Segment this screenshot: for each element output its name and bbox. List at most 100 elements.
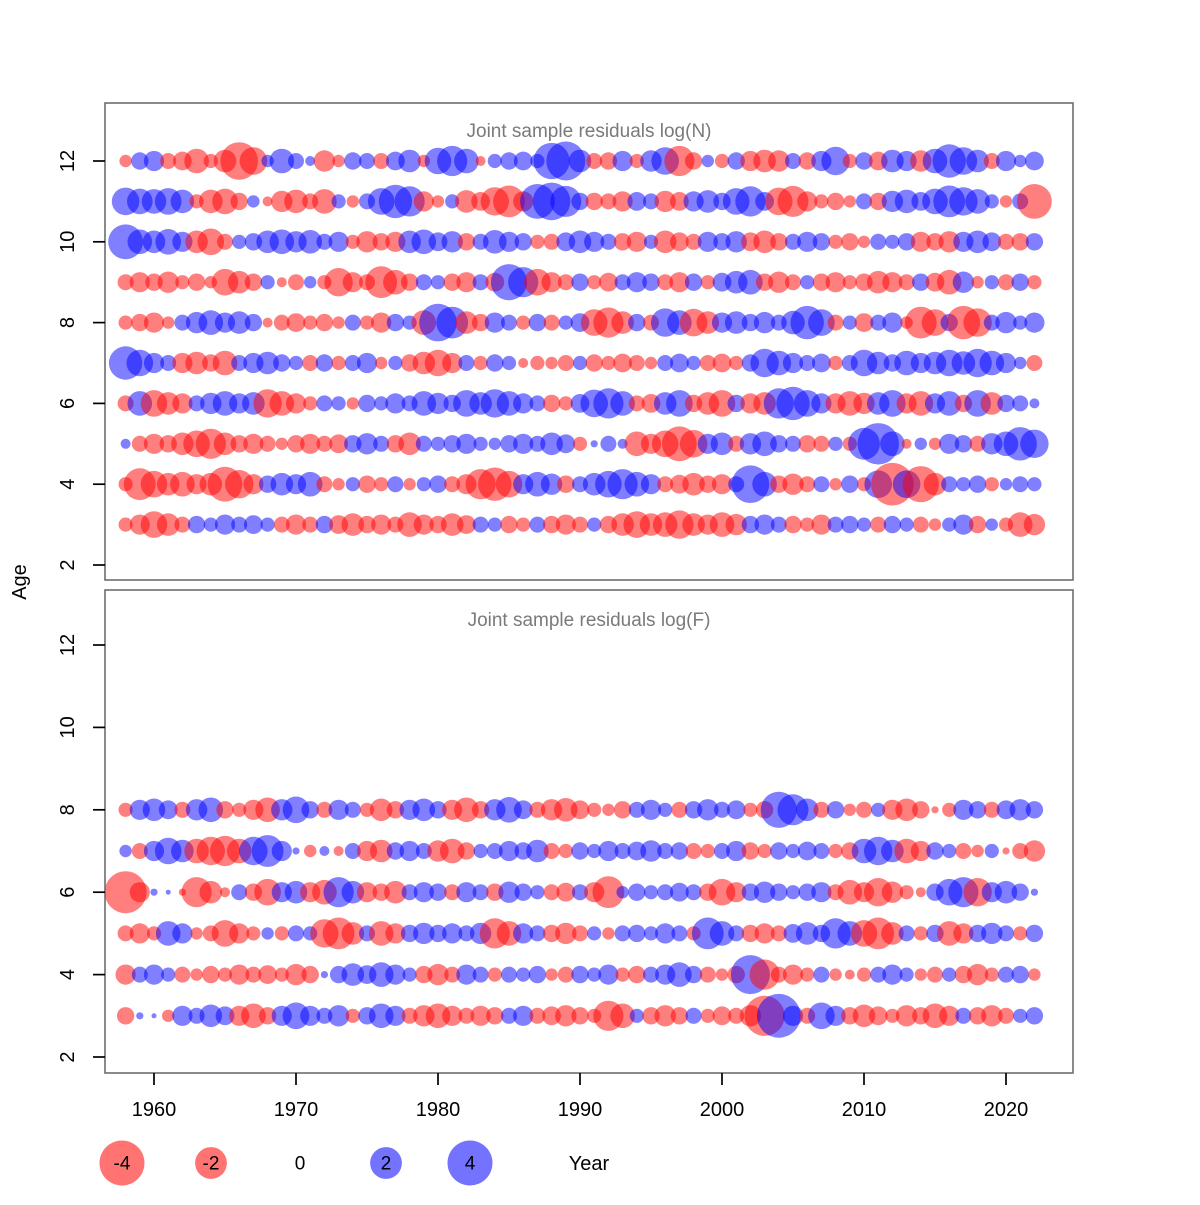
- bubble: [486, 354, 504, 372]
- bubble: [472, 884, 489, 901]
- bubble: [640, 840, 662, 862]
- bubble: [473, 355, 488, 371]
- bubble: [442, 352, 463, 374]
- bubble: [741, 842, 760, 860]
- bubble: [712, 1006, 732, 1026]
- bubble: [514, 233, 532, 251]
- bubble: [795, 922, 819, 945]
- bubble: [454, 148, 479, 174]
- bubble: [444, 884, 461, 901]
- bubble: [611, 311, 634, 334]
- y-tick-label: 2: [57, 559, 79, 570]
- bubble: [768, 150, 790, 172]
- bubble: [185, 351, 208, 375]
- bubble: [304, 276, 317, 289]
- bubble: [585, 192, 603, 211]
- bubble: [882, 964, 903, 985]
- bubble: [741, 515, 760, 534]
- bubble: [498, 881, 520, 903]
- x-tick-label: 1970: [274, 1099, 319, 1121]
- bubble: [624, 471, 650, 497]
- bubble: [985, 518, 998, 531]
- bubble: [572, 436, 588, 451]
- bubble: [984, 194, 999, 209]
- bubble: [813, 801, 830, 818]
- bubble: [753, 311, 776, 334]
- bubble: [1025, 924, 1044, 943]
- x-tick-label: 1990: [558, 1099, 603, 1121]
- bubble: [384, 880, 407, 904]
- bubble: [542, 515, 561, 534]
- bubble: [458, 1007, 475, 1024]
- bubble: [116, 1007, 135, 1025]
- bubble: [827, 314, 844, 331]
- legend-bubble: [99, 1140, 145, 1186]
- bubble: [385, 964, 406, 985]
- bubble: [982, 232, 1002, 252]
- bubble: [316, 435, 333, 452]
- x-tick-label: 1960: [132, 1099, 177, 1121]
- bubble: [927, 966, 943, 983]
- bubble: [1023, 513, 1046, 536]
- bubble: [371, 514, 392, 535]
- bubble: [231, 516, 248, 533]
- bubble: [456, 882, 477, 903]
- bubble: [344, 152, 362, 170]
- bubble: [912, 516, 929, 533]
- bubble: [812, 353, 831, 373]
- bubble: [285, 963, 307, 986]
- bubble: [998, 925, 1014, 942]
- bubble: [1009, 799, 1031, 821]
- bubble: [855, 152, 873, 170]
- bubble: [256, 351, 279, 375]
- bubble: [119, 844, 132, 858]
- bubble: [726, 882, 747, 903]
- bubble: [782, 473, 804, 495]
- bubble: [288, 274, 304, 291]
- bubble: [841, 233, 859, 251]
- bubble: [684, 273, 703, 291]
- bubble: [866, 270, 890, 294]
- bubble: [587, 843, 602, 859]
- bubble: [217, 967, 233, 982]
- bubble: [316, 801, 333, 818]
- bubble: [725, 513, 747, 536]
- bubble: [628, 965, 646, 984]
- bubble: [260, 517, 275, 532]
- bubble: [592, 876, 625, 909]
- bubble: [516, 517, 531, 532]
- bubble: [473, 436, 488, 451]
- bubble: [599, 152, 618, 170]
- bubble: [358, 394, 376, 413]
- bubble: [416, 477, 431, 492]
- bubble: [640, 799, 662, 820]
- bubble: [545, 968, 558, 981]
- bubble: [172, 923, 193, 944]
- bubble: [971, 276, 984, 289]
- bubble: [441, 231, 463, 253]
- bubble: [496, 797, 522, 823]
- bubble: [842, 315, 857, 330]
- bubble: [518, 358, 529, 368]
- bubble: [229, 923, 250, 944]
- bubble: [358, 515, 376, 534]
- bubble: [398, 432, 421, 456]
- bubble: [894, 838, 919, 864]
- bubble: [331, 194, 346, 209]
- bubble: [811, 393, 832, 414]
- bubble: [301, 801, 319, 819]
- bottom-panel-title: Joint sample residuals log(F): [468, 610, 711, 631]
- bubble: [145, 273, 163, 291]
- bubble: [301, 965, 319, 984]
- bubble: [530, 234, 545, 249]
- bubble: [471, 801, 490, 819]
- bubbles-log-f: [104, 791, 1046, 1038]
- bubble: [657, 843, 674, 859]
- bubble: [843, 803, 856, 816]
- bubble: [955, 843, 972, 859]
- bubble: [516, 967, 531, 982]
- bubble: [555, 514, 576, 535]
- bubble: [403, 478, 416, 491]
- bubble: [715, 968, 729, 981]
- bubble: [369, 839, 393, 863]
